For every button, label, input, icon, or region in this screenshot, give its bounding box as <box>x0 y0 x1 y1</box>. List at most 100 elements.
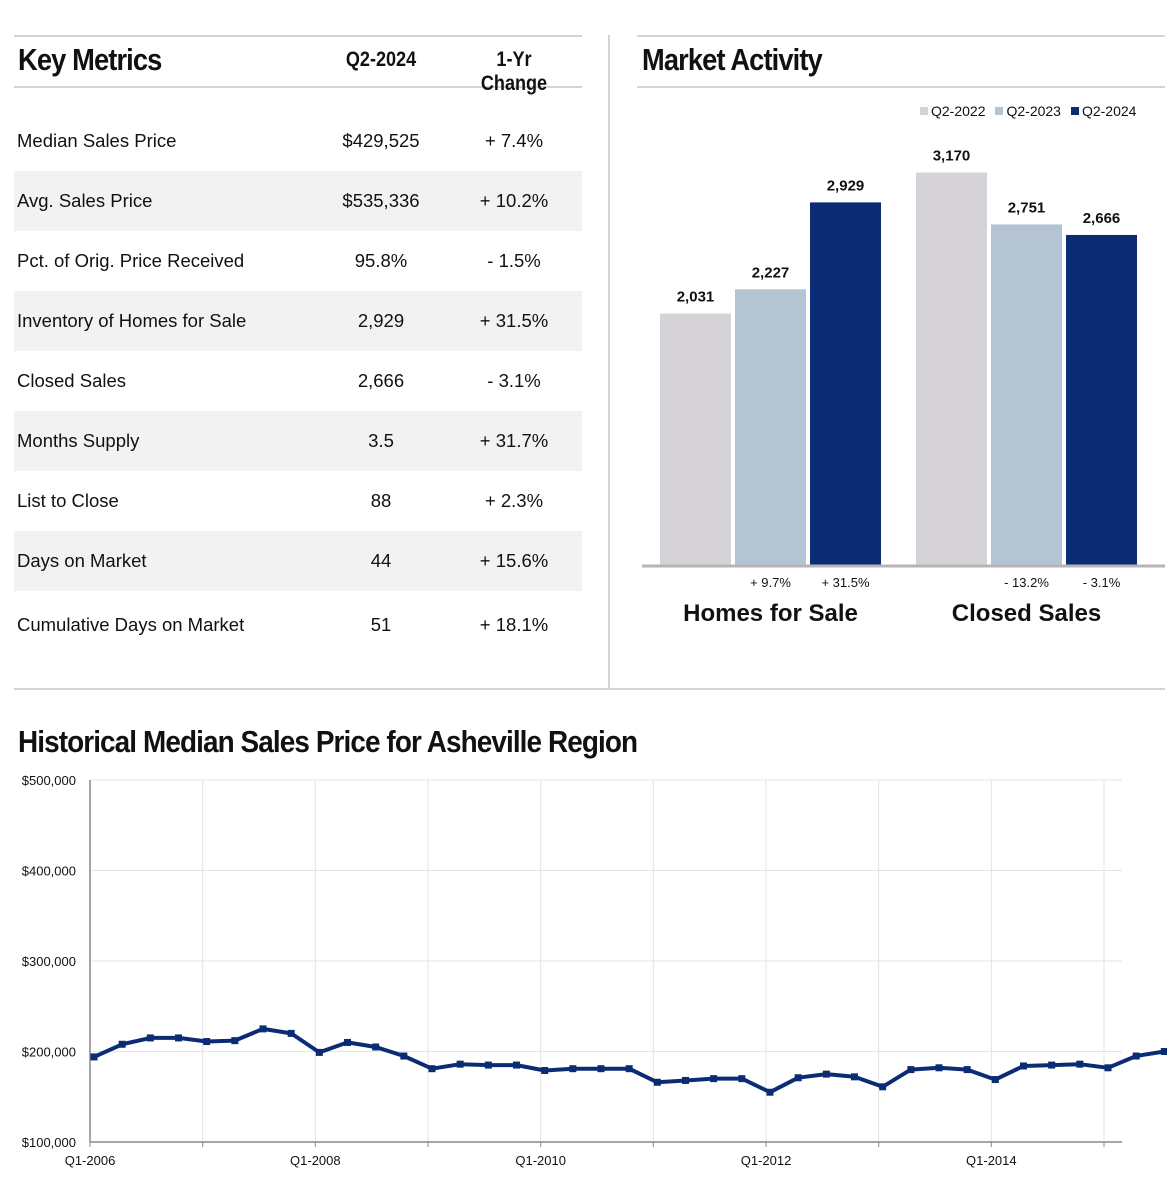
data-point-marker <box>287 1029 295 1037</box>
data-point-marker <box>991 1076 999 1084</box>
y-tick-label: $400,000 <box>22 864 76 879</box>
market-activity-title: Market Activity <box>642 42 823 77</box>
data-point-marker <box>175 1034 182 1042</box>
data-point-marker <box>851 1073 858 1081</box>
metric-value: $535,336 <box>342 190 420 211</box>
market-activity-top-rule <box>637 35 1165 37</box>
metric-change: + 15.6% <box>479 550 549 571</box>
data-point-marker <box>822 1070 830 1078</box>
data-point-marker <box>484 1061 492 1069</box>
bar-value-label: 2,751 <box>1008 199 1046 216</box>
bar-value-label: 2,929 <box>827 177 865 194</box>
data-point-marker <box>90 1053 98 1061</box>
y-tick-label: $300,000 <box>22 954 76 969</box>
market-activity-legend: Q2-2022 Q2-2023 Q2-2024 <box>920 103 1136 119</box>
data-point-marker <box>1048 1061 1056 1069</box>
data-point-marker <box>907 1066 915 1074</box>
data-point-marker <box>1020 1062 1027 1070</box>
bar-q2-2022-0 <box>660 313 731 565</box>
key-metrics-row: Median Sales Price $429,525 + 7.4% <box>14 111 582 171</box>
data-point-marker <box>146 1034 154 1042</box>
data-point-marker <box>935 1064 943 1072</box>
metric-change: - 1.5% <box>487 250 541 271</box>
data-point-marker <box>569 1065 577 1073</box>
data-point-marker <box>203 1038 211 1046</box>
data-point-marker <box>963 1066 971 1074</box>
bar-q2-2024-1 <box>1066 234 1137 565</box>
bar-q2-2024-0 <box>810 202 881 565</box>
data-point-marker <box>1160 1048 1167 1055</box>
data-point-marker <box>541 1067 549 1075</box>
key-metrics-col-value: Q2-2024 <box>345 48 417 71</box>
data-point-marker <box>118 1040 126 1048</box>
bar-value-label: 2,031 <box>677 289 715 306</box>
key-metrics-row: Closed Sales 2,666 - 3.1% <box>14 351 582 411</box>
metric-label: Avg. Sales Price <box>17 190 153 211</box>
key-metrics-row: Inventory of Homes for Sale 2,929 + 31.5… <box>14 291 582 351</box>
key-metrics-row: Months Supply 3.5 + 31.7% <box>14 411 582 471</box>
legend-swatch-q2-2023 <box>995 107 1004 115</box>
key-metrics-col-change: 1-Yr Change <box>480 48 548 95</box>
metric-value: $429,525 <box>342 130 420 151</box>
x-tick-label: Q1-2010 <box>515 1153 566 1168</box>
metric-label: Median Sales Price <box>17 130 177 151</box>
category-label: Homes for Sale <box>683 600 858 627</box>
data-point-marker <box>1104 1064 1112 1072</box>
metric-change: + 2.3% <box>484 490 544 511</box>
metric-change: + 18.1% <box>479 614 549 635</box>
y-tick-label: $200,000 <box>22 1045 76 1060</box>
legend-label: Q2-2023 <box>1006 103 1061 119</box>
bar-value-label: 2,666 <box>1083 210 1121 227</box>
key-metrics-row: Avg. Sales Price $535,336 + 10.2% <box>14 171 582 231</box>
legend-swatch-q2-2024 <box>1070 107 1079 115</box>
data-point-marker <box>231 1037 239 1045</box>
bar-q2-2023-1 <box>991 224 1062 565</box>
metric-label: Inventory of Homes for Sale <box>17 310 247 331</box>
metric-value: 3.5 <box>368 430 394 451</box>
median-price-line <box>93 1026 1167 1095</box>
legend-label: Q2-2024 <box>1081 103 1137 119</box>
legend-item: Q2-2023 <box>995 103 1061 119</box>
bar-change-label: + 9.7% <box>750 575 791 590</box>
metric-value: 95.8% <box>354 250 408 271</box>
metric-label: Months Supply <box>17 430 140 451</box>
data-point-marker <box>400 1052 408 1060</box>
x-tick-label: Q1-2012 <box>741 1153 792 1168</box>
section-divider-horizontal <box>14 688 1165 690</box>
metric-value: 51 <box>370 614 392 635</box>
data-point-marker <box>1076 1060 1084 1068</box>
data-point-marker <box>344 1038 351 1046</box>
market-activity-header-rule <box>637 86 1165 88</box>
metric-value: 88 <box>370 490 392 511</box>
key-metrics-row: Pct. of Orig. Price Received 95.8% - 1.5… <box>14 231 582 291</box>
x-tick-label: Q1-2008 <box>290 1153 341 1168</box>
metric-change: + 31.7% <box>479 430 549 451</box>
metric-change: - 3.1% <box>487 370 541 391</box>
bar-value-label: 2,227 <box>752 264 790 281</box>
metric-label: Closed Sales <box>17 370 127 391</box>
bar-change-label: + 31.5% <box>821 575 870 590</box>
key-metrics-title: Key Metrics <box>18 42 162 77</box>
data-point-marker <box>738 1075 746 1083</box>
x-tick-label: Q1-2014 <box>966 1153 1017 1168</box>
metric-value: 44 <box>370 550 392 571</box>
bar-change-label: - 13.2% <box>1004 575 1049 590</box>
key-metrics-top-rule <box>14 35 582 37</box>
metric-change: + 31.5% <box>479 310 549 331</box>
y-tick-label: $100,000 <box>22 1135 76 1150</box>
data-point-marker <box>259 1025 267 1033</box>
historical-chart-title: Historical Median Sales Price for Ashevi… <box>18 724 638 759</box>
metric-change: + 10.2% <box>479 190 549 211</box>
data-point-marker <box>428 1065 436 1073</box>
bar-change-label: - 3.1% <box>1083 575 1121 590</box>
data-point-marker <box>766 1088 774 1096</box>
section-divider-vertical <box>608 35 610 688</box>
data-point-marker <box>653 1078 661 1086</box>
legend-swatch-q2-2022 <box>920 107 928 115</box>
market-activity-chart: 2,031 2,227 2,929 + 9.7% + 31.5% Homes for Sa… <box>642 148 1165 627</box>
historical-median-price-chart: $500,000 $400,000 $300,000 $200,000 $100,000… <box>22 773 1167 1168</box>
bar-q2-2023-0 <box>735 289 806 565</box>
data-point-marker <box>794 1074 802 1082</box>
legend-item: Q2-2022 <box>920 103 985 119</box>
bar-value-label: 3,170 <box>933 148 971 165</box>
